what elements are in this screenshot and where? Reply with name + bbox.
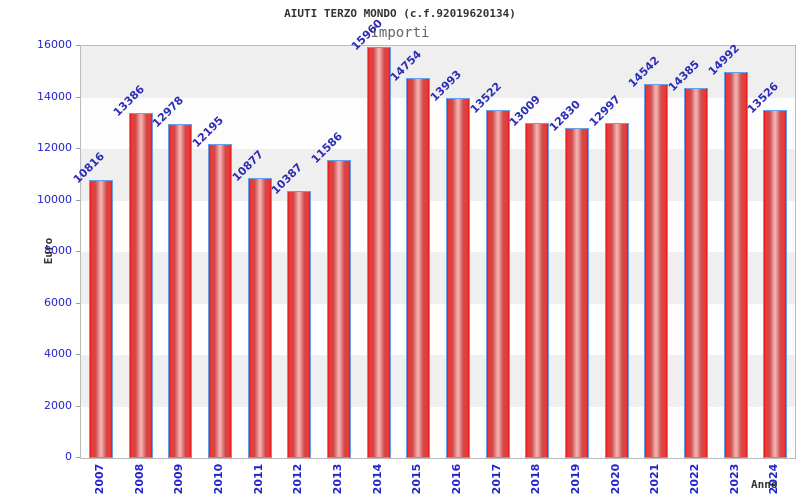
y-tick-mark	[76, 251, 80, 252]
x-tick-label: 2007	[92, 463, 106, 495]
y-tick-mark	[76, 45, 80, 46]
x-tick-label: 2018	[529, 463, 543, 495]
bar-2018	[525, 123, 550, 458]
y-tick-label: 14000	[37, 89, 72, 103]
x-tick-label: 2023	[727, 463, 741, 495]
plot-band	[81, 355, 795, 407]
plot-band	[81, 303, 795, 355]
x-axis-label: Anno	[751, 478, 778, 491]
y-tick-mark	[76, 302, 80, 304]
chart-title: AIUTI TERZO MONDO (c.f.92019620134)	[284, 7, 516, 20]
bar-2011	[247, 177, 272, 458]
x-tick-label: 2013	[330, 463, 344, 495]
x-tick-label: 2011	[251, 463, 265, 495]
bar-2019	[564, 127, 589, 458]
bar-2009	[168, 123, 193, 458]
x-tick-label: 2015	[410, 463, 424, 495]
bar-2007	[88, 179, 113, 458]
y-tick-label: 4000	[44, 347, 72, 360]
bar-2008	[128, 113, 153, 458]
bar-2016	[445, 97, 470, 458]
bar-2017	[485, 109, 510, 458]
bar-2023	[723, 71, 748, 458]
bar-2014	[366, 47, 391, 458]
chart-subtitle: Importi	[370, 25, 430, 41]
x-tick-label: 2017	[489, 463, 503, 495]
plot-band	[81, 406, 795, 458]
x-tick-label: 2016	[449, 463, 463, 495]
x-tick-label: 2008	[132, 463, 146, 495]
y-tick-mark	[76, 405, 80, 407]
y-tick-mark	[76, 96, 80, 98]
plot-band	[81, 46, 795, 98]
y-tick-mark	[76, 354, 80, 355]
y-tick-label: 6000	[44, 295, 72, 309]
plot-band	[81, 252, 795, 304]
x-tick-label: 2014	[370, 463, 384, 495]
x-tick-label: 2021	[648, 463, 662, 495]
y-tick-label: 10000	[37, 192, 72, 206]
x-tick-label: 2012	[291, 463, 305, 495]
x-tick-label: 2022	[687, 463, 701, 495]
plot-area: 10816 13386 12978 12195 10877 10387 11586 15960…	[71, 17, 796, 459]
y-tick-mark	[76, 457, 80, 458]
bar-2022	[683, 87, 708, 458]
bar-2021	[644, 83, 669, 458]
x-tick-label: 2019	[568, 463, 582, 495]
x-tick-label: 2020	[608, 463, 622, 495]
bar-2024	[763, 109, 788, 458]
bar-2015	[406, 78, 431, 458]
y-tick-label: 12000	[37, 141, 72, 154]
x-tick-label: 2009	[172, 463, 186, 495]
y-tick-label: 16000	[37, 38, 72, 51]
bar-2013	[326, 159, 351, 458]
plot-band	[81, 200, 795, 252]
bar-2012	[287, 190, 312, 458]
bar-2020	[604, 123, 629, 458]
plot-band	[81, 149, 795, 201]
y-tick-mark	[76, 148, 80, 149]
y-tick-label: 0	[65, 450, 72, 463]
y-tick-label: 2000	[44, 398, 72, 412]
y-tick-label: 8000	[44, 244, 72, 257]
x-tick-label: 2010	[211, 463, 225, 495]
bar-2010	[207, 143, 232, 458]
plot-band	[81, 97, 795, 149]
y-tick-mark	[76, 199, 80, 201]
